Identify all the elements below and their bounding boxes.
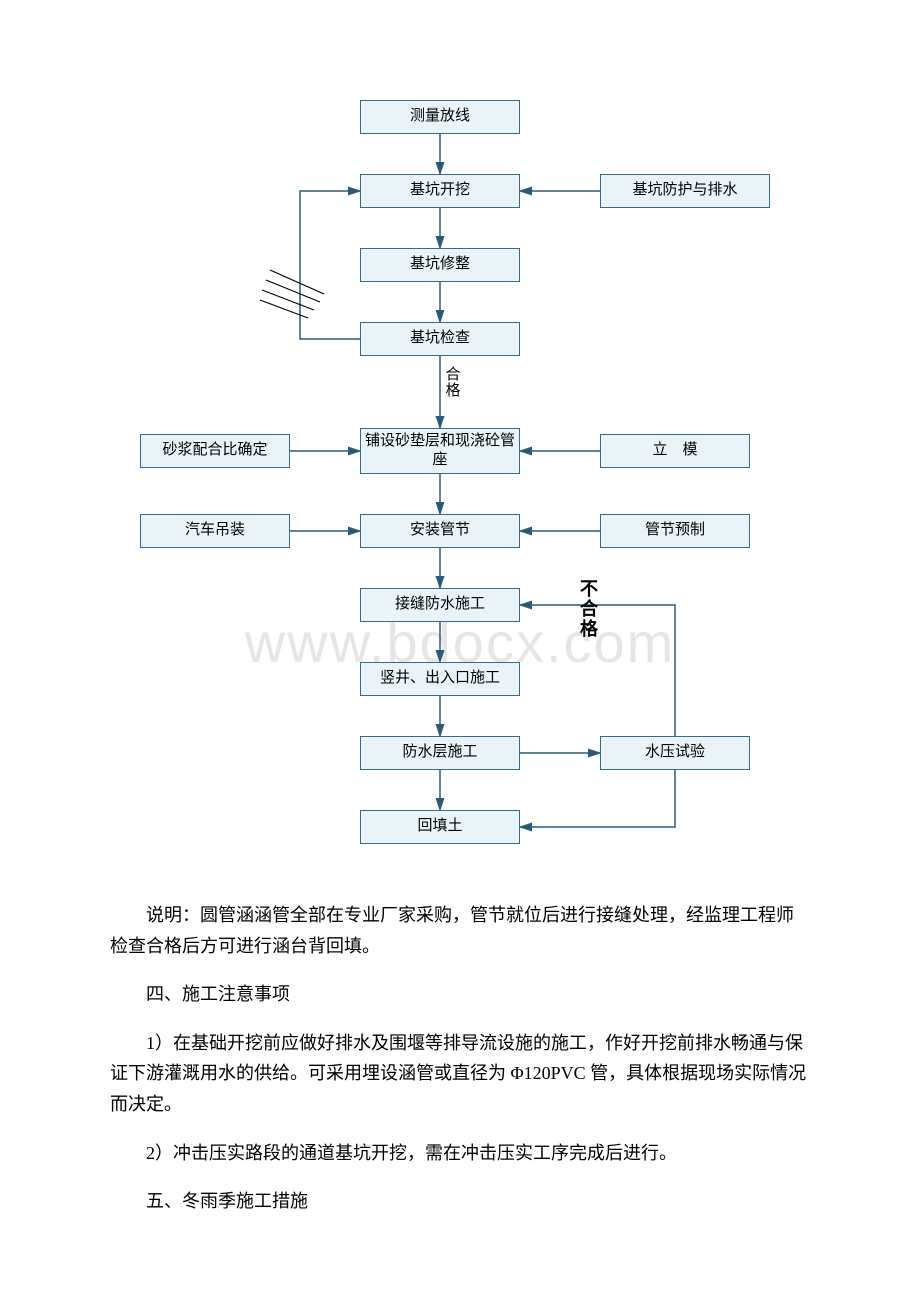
node-waterproof-layer: 防水层施工 [360, 736, 520, 770]
node-joint-waterproof: 接缝防水施工 [360, 588, 520, 622]
node-trim: 基坑修整 [360, 248, 520, 282]
heading-notes: 四、施工注意事项 [110, 979, 810, 1010]
flowchart: www.bdocx.com [110, 90, 810, 860]
node-prefab: 管节预制 [600, 514, 750, 548]
label-pass: 合格 [444, 368, 462, 400]
para-note-1: 1）在基础开挖前应做好排水及围堰等排导流设施的施工，作好开挖前排水畅通与保证下游… [110, 1028, 810, 1120]
node-backfill: 回填土 [360, 810, 520, 844]
node-inspect: 基坑检查 [360, 322, 520, 356]
node-excavate: 基坑开挖 [360, 174, 520, 208]
node-formwork: 立 模 [600, 434, 750, 468]
heading-winter-rain: 五、冬雨季施工措施 [110, 1186, 810, 1217]
label-fail: 不合格 [580, 580, 598, 639]
node-bedding: 铺设砂垫层和现浇砼管座 [360, 428, 520, 474]
body-text: 说明：圆管涵涵管全部在专业厂家采购，管节就位后进行接缝处理，经监理工程师检查合格… [110, 900, 810, 1217]
node-mortar-ratio: 砂浆配合比确定 [140, 434, 290, 468]
node-pressure-test: 水压试验 [600, 736, 750, 770]
node-measure: 测量放线 [360, 100, 520, 134]
para-explanation: 说明：圆管涵涵管全部在专业厂家采购，管节就位后进行接缝处理，经监理工程师检查合格… [110, 900, 810, 961]
para-note-2: 2）冲击压实路段的通道基坑开挖，需在冲击压实工序完成后进行。 [110, 1138, 810, 1169]
node-install-pipe: 安装管节 [360, 514, 520, 548]
node-protect-drain: 基坑防护与排水 [600, 174, 770, 208]
node-crane: 汽车吊装 [140, 514, 290, 548]
node-shaft: 竖井、出入口施工 [360, 662, 520, 696]
